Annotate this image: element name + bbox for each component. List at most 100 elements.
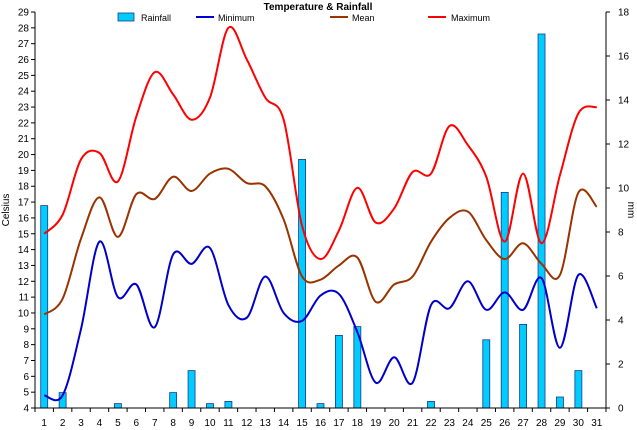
rainfall-bar <box>537 33 546 409</box>
rainfall-bar <box>482 339 491 409</box>
legend-swatch-rainfall <box>117 12 135 22</box>
x-tick-label: 28 <box>536 418 548 429</box>
left-tick-label: 5 <box>23 388 29 399</box>
right-tick-label: 0 <box>618 404 624 415</box>
legend-label-minimum: Minimum <box>218 13 255 23</box>
left-tick-label: 20 <box>18 150 30 161</box>
x-tick-label: 12 <box>241 418 253 429</box>
x-tick-label: 26 <box>499 418 511 429</box>
left-tick-label: 4 <box>23 404 29 415</box>
legend: Rainfall Minimum Mean Maximum <box>117 12 490 23</box>
left-tick-label: 28 <box>18 23 30 34</box>
rainfall-bar <box>519 323 528 409</box>
left-tick-label: 29 <box>18 8 30 19</box>
left-tick-label: 12 <box>18 277 30 288</box>
right-tick-label: 16 <box>618 52 630 63</box>
right-tick-label: 4 <box>618 316 624 327</box>
left-tick-label: 11 <box>19 293 30 304</box>
right-tick-label: 2 <box>618 360 624 371</box>
right-tick-label: 18 <box>618 8 630 19</box>
left-tick-label: 21 <box>18 134 30 145</box>
left-tick-label: 24 <box>18 87 30 98</box>
temperature-lines <box>43 25 598 402</box>
rainfall-bar <box>556 396 564 409</box>
rainfall-bar <box>298 158 306 409</box>
right-tick-label: 8 <box>618 228 624 239</box>
rainfall-bar <box>40 205 49 409</box>
x-tick-label: 19 <box>370 418 382 429</box>
x-tick-label: 15 <box>297 418 309 429</box>
x-tick-label: 5 <box>115 418 121 429</box>
x-tick-label: 7 <box>152 418 158 429</box>
left-tick-label: 25 <box>18 71 30 82</box>
rainfall-bar <box>574 370 583 409</box>
right-tick-label: 14 <box>618 96 630 107</box>
x-tick-label: 23 <box>444 418 456 429</box>
x-tick-label: 25 <box>481 418 493 429</box>
x-tick-label: 20 <box>389 418 401 429</box>
x-tick-label: 29 <box>554 418 566 429</box>
rainfall-bar <box>500 191 509 409</box>
x-tick-label: 27 <box>518 418 530 429</box>
right-tick-label: 10 <box>618 184 630 195</box>
left-axis-ticks: 4 5 6 7 8 9 10 11 12 13 14 15 16 17 18 19 20 21 22 23 24 25 26… <box>18 8 35 415</box>
x-tick-label: 24 <box>462 418 474 429</box>
rainfall-bar <box>335 334 343 409</box>
x-tick-label: 21 <box>407 418 419 429</box>
left-tick-label: 14 <box>18 245 30 256</box>
x-tick-label: 30 <box>573 418 585 429</box>
legend-label-rainfall: Rainfall <box>141 13 171 23</box>
right-tick-label: 6 <box>618 272 624 283</box>
mean-temperature-line <box>43 167 598 316</box>
left-tick-label: 27 <box>18 39 30 50</box>
rainfall-bar <box>316 403 325 409</box>
x-tick-label: 11 <box>223 418 234 429</box>
left-tick-label: 23 <box>18 103 30 114</box>
rainfall-bar <box>169 392 178 409</box>
x-tick-label: 3 <box>78 418 84 429</box>
legend-label-maximum: Maximum <box>451 13 490 23</box>
left-tick-label: 17 <box>18 198 30 209</box>
left-tick-label: 13 <box>18 261 30 272</box>
left-tick-label: 22 <box>18 118 30 129</box>
y-axis-label-left: Celsius <box>1 194 12 227</box>
rainfall-bars <box>40 33 583 409</box>
x-tick-label: 16 <box>315 418 327 429</box>
x-tick-label: 17 <box>333 418 345 429</box>
x-tick-label: 14 <box>278 418 290 429</box>
x-tick-label: 6 <box>134 418 140 429</box>
x-tick-label: 4 <box>97 418 103 429</box>
left-tick-label: 7 <box>23 356 29 367</box>
left-tick-label: 6 <box>23 372 29 383</box>
right-axis-ticks: 0 2 4 6 8 10 12 14 16 18 <box>606 8 630 415</box>
x-tick-label: 31 <box>591 418 603 429</box>
left-tick-label: 16 <box>18 213 30 224</box>
maximum-temperature-line <box>43 25 598 261</box>
x-tick-label: 13 <box>260 418 272 429</box>
x-tick-label: 10 <box>204 418 216 429</box>
chart-title: Temperature & Rainfall <box>264 2 373 13</box>
x-tick-label: 2 <box>60 418 66 429</box>
y-axis-label-right: mm <box>625 202 636 219</box>
left-tick-label: 26 <box>18 55 30 66</box>
x-tick-label: 9 <box>189 418 195 429</box>
rainfall-bar <box>187 370 196 409</box>
x-tick-label: 8 <box>170 418 176 429</box>
x-axis-ticks: 1 2 3 4 5 6 7 8 9 10 11 12 13 14 15 16 17 18 19 20 21 22 23 24 2… <box>34 408 607 429</box>
left-tick-label: 8 <box>23 340 29 351</box>
left-tick-label: 10 <box>18 308 30 319</box>
x-tick-label: 22 <box>425 418 437 429</box>
left-tick-label: 15 <box>18 229 30 240</box>
minimum-temperature-line <box>43 240 598 402</box>
legend-label-mean: Mean <box>352 13 375 23</box>
left-tick-label: 9 <box>23 324 29 335</box>
rainfall-bar <box>206 403 214 409</box>
rainfall-bar <box>224 400 233 409</box>
x-tick-label: 18 <box>352 418 364 429</box>
left-tick-label: 19 <box>18 166 30 177</box>
x-tick-label: 1 <box>41 418 47 429</box>
rainfall-bar <box>113 403 122 409</box>
left-tick-label: 18 <box>18 182 30 193</box>
right-tick-label: 12 <box>618 140 630 151</box>
